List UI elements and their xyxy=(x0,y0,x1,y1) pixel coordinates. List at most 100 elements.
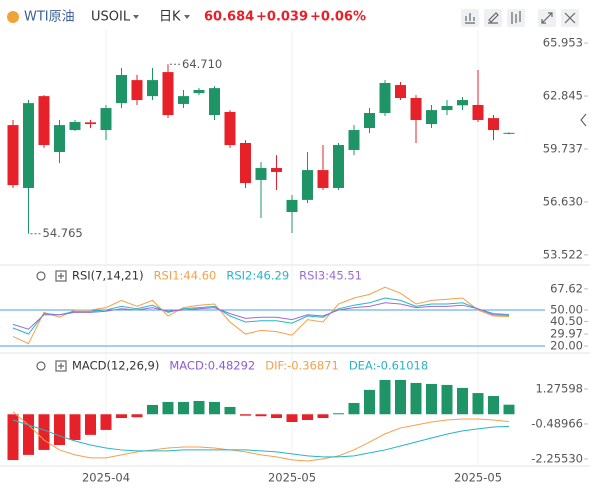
macd-bar xyxy=(23,414,34,455)
macd-bar xyxy=(193,400,205,415)
candle-body xyxy=(193,89,205,94)
annotation-label: 54.765 xyxy=(43,226,83,240)
macd-bar xyxy=(147,404,158,415)
x-tick-label: 2025-04 xyxy=(82,471,130,485)
legend-entry: DEA:-0.61018 xyxy=(349,359,428,373)
close-icon xyxy=(564,12,576,24)
y-tick-label: 59.737 xyxy=(543,141,583,155)
last-price: 60.684 xyxy=(204,10,254,25)
fullscreen-icon xyxy=(541,12,553,24)
macd-bar xyxy=(162,401,174,415)
candle-body xyxy=(131,80,143,101)
macd-bar xyxy=(379,379,391,415)
candle-body xyxy=(178,96,189,104)
candle-body xyxy=(286,199,298,213)
macd-bar xyxy=(426,383,437,415)
candle-body xyxy=(503,132,515,134)
macd-bar xyxy=(178,401,189,415)
candle-body xyxy=(379,82,391,113)
macd-bar xyxy=(302,414,313,421)
symbol-code[interactable]: USOIL xyxy=(91,10,131,25)
candle-body xyxy=(317,170,329,188)
chart-type-icon xyxy=(511,11,521,24)
expand-plus xyxy=(58,273,64,279)
candle-body xyxy=(69,122,81,131)
x-tick-label: 2025-05 xyxy=(268,471,316,485)
rsi-line xyxy=(12,302,510,330)
candle-body xyxy=(209,88,220,116)
dropdown-arrow[interactable] xyxy=(133,15,139,19)
period[interactable]: 日K xyxy=(159,10,181,25)
legend-entry: RSI1:44.60 xyxy=(154,269,217,283)
legend-entry: DIF:-0.36871 xyxy=(265,359,339,373)
candle-body xyxy=(333,145,344,188)
candle-body xyxy=(54,125,65,153)
legend-entry: MACD:0.48292 xyxy=(169,359,255,373)
macd-bar xyxy=(38,414,50,450)
candle-body xyxy=(364,112,375,128)
macd-bar xyxy=(333,413,344,415)
y-tick-label: -0.48966 xyxy=(531,416,583,430)
candle-body xyxy=(426,110,437,125)
macd-bar xyxy=(364,389,375,415)
settings-icon[interactable] xyxy=(36,271,46,281)
candle-body xyxy=(224,111,236,146)
draw-button[interactable] xyxy=(484,9,502,27)
candle-body xyxy=(85,122,96,125)
candle-body xyxy=(100,108,112,131)
candle-body xyxy=(147,80,158,97)
candle-body xyxy=(271,168,282,172)
toolbar xyxy=(461,9,579,27)
y-tick-label: 67.62 xyxy=(550,281,583,295)
macd-line xyxy=(12,419,510,458)
expand-icon[interactable] xyxy=(55,360,67,372)
candle-body xyxy=(457,100,468,106)
macd-bar xyxy=(410,382,422,415)
macd-bar xyxy=(441,384,453,415)
macd-bar xyxy=(131,414,143,418)
candle-body xyxy=(240,142,251,184)
candle-body xyxy=(410,97,422,120)
legend-entry: RSI3:45.51 xyxy=(299,269,362,283)
macd-bar xyxy=(54,414,65,445)
macd-bar xyxy=(69,414,81,441)
rsi-line xyxy=(12,297,510,335)
price-change-pct: +0.06% xyxy=(310,10,366,25)
dropdown-arrow[interactable] xyxy=(184,15,190,19)
legend-entry: RSI2:46.29 xyxy=(226,269,289,283)
candle-body xyxy=(162,72,174,116)
macd-bar xyxy=(503,404,515,415)
y-tick-label: 65.953 xyxy=(543,36,583,50)
candle-body xyxy=(441,106,453,111)
rsi-controls xyxy=(36,270,67,282)
candle-body xyxy=(302,170,313,200)
symbol-logo xyxy=(7,11,19,23)
indicator-icon xyxy=(465,13,475,24)
symbol-name[interactable]: WTI原油 xyxy=(24,10,75,25)
candle-body xyxy=(116,74,127,104)
y-tick-label: 1.27598 xyxy=(535,381,583,395)
indicator-title: MACD(12,26,9) xyxy=(72,359,159,373)
rsi-line xyxy=(12,286,510,345)
macd-bar xyxy=(488,396,499,415)
y-tick-label: 56.630 xyxy=(543,194,583,208)
macd-bar xyxy=(271,414,282,419)
macd-bar xyxy=(255,414,267,417)
macd-line xyxy=(12,411,510,462)
y-tick-label: 50.00 xyxy=(550,303,583,317)
collapse-arrow[interactable] xyxy=(580,113,587,127)
settings-icon[interactable] xyxy=(36,361,46,371)
candle-body xyxy=(38,96,50,146)
macd-bar xyxy=(240,414,251,416)
expand-plus xyxy=(58,363,64,369)
macd-bar xyxy=(224,406,236,415)
macd-controls xyxy=(36,360,67,372)
y-tick-label: 29.97 xyxy=(550,327,583,341)
x-tick-label: 2025-05 xyxy=(454,471,502,485)
expand-icon[interactable] xyxy=(55,270,67,282)
annotation-label: 64.710 xyxy=(182,57,222,71)
candle-body xyxy=(348,130,360,150)
macd-bar xyxy=(348,402,360,415)
macd-bar xyxy=(85,414,96,435)
